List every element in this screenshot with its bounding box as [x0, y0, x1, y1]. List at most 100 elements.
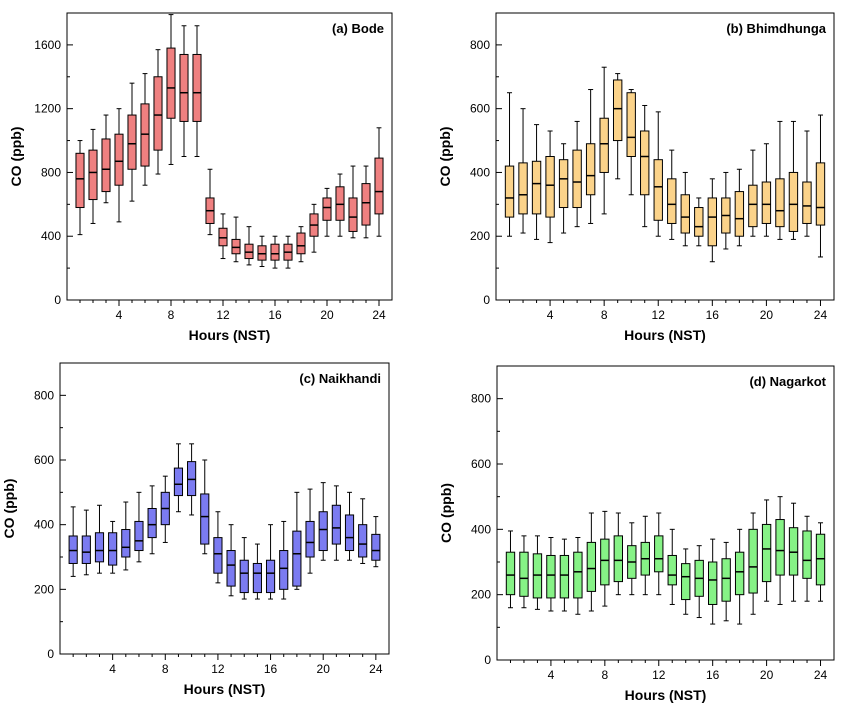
- iqr-box: [558, 159, 569, 209]
- box-hour-24: [371, 516, 381, 568]
- x-tick-label: 20: [760, 668, 774, 682]
- box-hour-5: [558, 143, 569, 234]
- iqr-box: [531, 160, 542, 215]
- iqr-box: [654, 535, 664, 573]
- box-hour-4: [108, 520, 118, 574]
- y-axis-label: CO (ppb): [1, 479, 17, 539]
- box-hour-20: [322, 187, 332, 237]
- iqr-box: [279, 550, 289, 590]
- box-hour-6: [572, 120, 582, 228]
- iqr-box: [374, 157, 384, 215]
- y-tick-label: 1200: [34, 102, 61, 116]
- y-axis-label: CO (ppb): [438, 483, 454, 543]
- box-hour-23: [361, 165, 371, 239]
- iqr-box: [708, 561, 718, 605]
- y-tick-label: 200: [471, 588, 491, 602]
- x-tick-label: 20: [320, 308, 334, 322]
- box-hour-5: [121, 501, 131, 571]
- box-hour-18: [734, 528, 745, 625]
- iqr-box: [257, 245, 267, 261]
- x-tick-label: 24: [372, 308, 386, 322]
- iqr-box: [200, 493, 210, 545]
- iqr-box: [153, 76, 163, 151]
- iqr-box: [775, 178, 785, 228]
- box-hour-14: [681, 548, 691, 615]
- box-hour-2: [88, 128, 98, 224]
- x-tick-label: 12: [216, 308, 230, 322]
- iqr-box: [680, 194, 690, 234]
- box-hour-16: [265, 524, 276, 600]
- iqr-box: [322, 197, 332, 221]
- box-hour-10: [192, 25, 202, 157]
- iqr-box: [748, 184, 758, 228]
- iqr-box: [802, 530, 812, 579]
- box-hour-9: [173, 443, 184, 513]
- box-hour-6: [573, 537, 583, 615]
- y-tick-label: 600: [470, 102, 490, 116]
- x-tick-label: 8: [168, 308, 175, 322]
- iqr-box: [761, 181, 772, 224]
- iqr-box: [101, 138, 111, 193]
- y-tick-label: 400: [470, 165, 490, 179]
- x-tick-label: 4: [116, 308, 123, 322]
- x-axis-label: Hours (NST): [184, 681, 266, 697]
- iqr-box: [721, 558, 731, 602]
- iqr-box: [187, 461, 197, 497]
- box-hour-2: [519, 535, 529, 609]
- box-hour-23: [802, 515, 812, 602]
- x-tick-label: 24: [814, 668, 828, 682]
- iqr-box: [296, 232, 306, 255]
- box-hour-13: [226, 524, 236, 597]
- iqr-box: [331, 504, 341, 545]
- y-tick-label: 0: [54, 293, 61, 307]
- y-axis-label: CO (ppb): [8, 127, 24, 187]
- x-tick-label: 12: [652, 668, 666, 682]
- iqr-box: [586, 541, 597, 592]
- iqr-box: [612, 79, 623, 142]
- panel-bhimdhunga: 0 200 400 600 800 4 8 12 16 20 24 Hours (NST) CO (pp…: [437, 12, 835, 343]
- y-tick-label: 800: [471, 392, 491, 406]
- box-hour-5: [127, 82, 137, 202]
- box-hour-3: [532, 535, 543, 610]
- iqr-box: [121, 529, 131, 558]
- box-hour-5: [559, 538, 570, 612]
- x-tick-label: 24: [369, 662, 383, 676]
- box-hour-22: [344, 491, 355, 561]
- box-hour-6: [134, 491, 144, 563]
- iqr-box: [559, 554, 570, 599]
- box-hour-17: [721, 171, 731, 250]
- iqr-box: [626, 92, 636, 157]
- iqr-box: [147, 508, 157, 539]
- iqr-box: [761, 523, 772, 583]
- iqr-box: [358, 524, 368, 558]
- box-hour-6: [140, 73, 150, 186]
- box-hour-19: [305, 488, 315, 574]
- x-axis-label: Hours (NST): [625, 687, 707, 703]
- panel-title: (d) Nagarkot: [749, 374, 826, 389]
- box-hour-22: [348, 165, 358, 239]
- box-hour-12: [213, 511, 223, 584]
- y-tick-label: 400: [471, 522, 491, 536]
- iqr-box: [573, 551, 583, 599]
- box-hour-21: [775, 496, 785, 605]
- box-hour-3: [531, 124, 542, 240]
- box-hour-15: [694, 197, 704, 247]
- box-hour-4: [546, 537, 556, 612]
- iqr-box: [519, 551, 529, 597]
- iqr-box: [788, 527, 799, 576]
- box-hour-17: [283, 235, 293, 269]
- plot-frame: [495, 12, 835, 301]
- box-hour-20: [318, 482, 328, 561]
- iqr-box: [788, 171, 799, 232]
- box-hour-10: [187, 443, 197, 516]
- iqr-box: [667, 178, 677, 224]
- iqr-box: [114, 133, 124, 186]
- iqr-box: [270, 243, 280, 261]
- iqr-box: [815, 162, 826, 226]
- iqr-box: [532, 553, 543, 599]
- panel-bode: 0 400 800 1200 1600 4 8 12 16 20 24 Hours (NST) CO (…: [8, 12, 393, 343]
- iqr-box: [802, 181, 812, 224]
- box-hour-16: [708, 538, 718, 625]
- box-hour-14: [244, 226, 254, 266]
